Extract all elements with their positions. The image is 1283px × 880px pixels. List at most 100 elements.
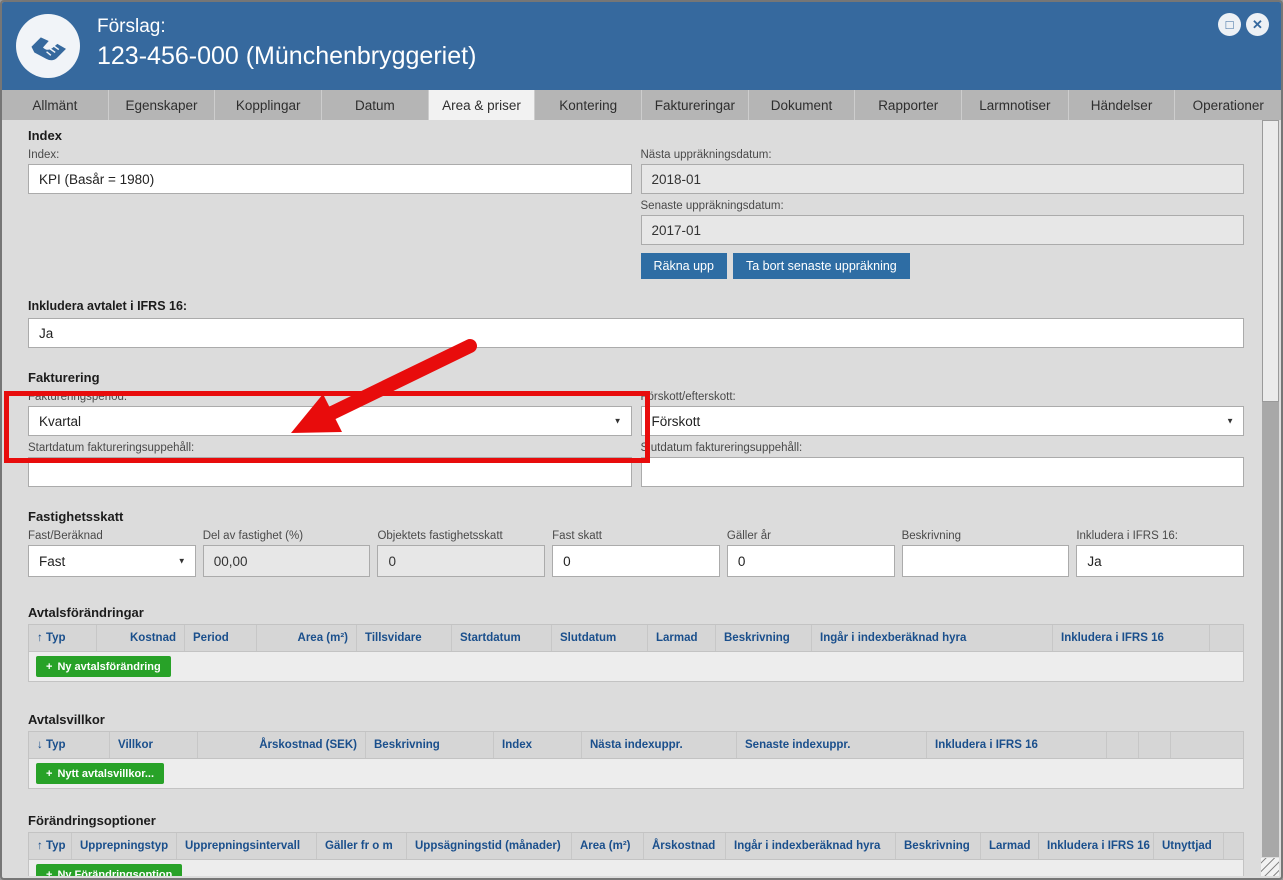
index-label: Index: (28, 149, 60, 161)
avv-col-empty-3 (1170, 732, 1243, 758)
avtalsvillkor-empty-row: + Nytt avtalsvillkor... (29, 759, 1243, 788)
fo-col-area[interactable]: Area (m²) (571, 833, 643, 859)
tab-kontering[interactable]: Kontering (535, 90, 643, 120)
fast-skatt-input[interactable] (552, 545, 720, 577)
galler-ar-label: Gäller år (726, 530, 771, 542)
avtalsvillkor-header-row: ↓ Typ Villkor Årskostnad (SEK) Beskrivni… (29, 732, 1243, 759)
billing-pause-start-label: Startdatum faktureringsuppehåll: (28, 442, 195, 454)
avf-col-typ[interactable]: ↑ Typ (37, 632, 66, 644)
fo-col-utnyttjad[interactable]: Utnyttjad (1153, 833, 1223, 859)
fast-beraknad-select[interactable]: Fast ▼ (28, 545, 196, 577)
chevron-down-icon: ▼ (613, 416, 622, 426)
fo-col-typ[interactable]: ↑ Typ (37, 840, 66, 852)
fo-col-galler-fr-o-m[interactable]: Gäller fr o m (316, 833, 406, 859)
avf-col-slutdatum[interactable]: Slutdatum (551, 625, 647, 651)
fakturering-section-heading: Fakturering (28, 370, 100, 385)
titlebar: Förslag: 123-456-000 (Münchenbryggeriet)… (2, 2, 1281, 90)
chevron-down-icon: ▼ (177, 556, 186, 566)
avf-col-startdatum[interactable]: Startdatum (451, 625, 551, 651)
fo-col-ifrs[interactable]: Inkludera i IFRS 16 (1038, 833, 1153, 859)
fo-col-upprepningstyp[interactable]: Upprepningstyp (71, 833, 176, 859)
maximize-icon[interactable]: □ (1218, 13, 1241, 36)
remove-last-recalc-button[interactable]: Ta bort senaste uppräkning (732, 253, 910, 279)
plus-icon: + (46, 767, 53, 780)
chevron-down-icon: ▼ (1226, 416, 1234, 426)
new-avtalsvillkor-button[interactable]: + Nytt avtalsvillkor... (36, 763, 165, 784)
avtalsforandringar-header-row: ↑ Typ Kostnad Period Area (m²) Tillsvida… (29, 625, 1243, 652)
tab-datum[interactable]: Datum (322, 90, 429, 120)
billing-period-select[interactable]: Kvartal ▼ (28, 406, 632, 436)
beskrivning-label: Beskrivning (901, 530, 962, 542)
new-forandringsoption-label: Ny Förändringsoption (57, 868, 173, 877)
avv-col-typ[interactable]: ↓ Typ (37, 739, 66, 751)
vertical-scrollbar[interactable] (1262, 120, 1279, 857)
title-contract: 123-456-000 (Münchenbryggeriet) (97, 42, 477, 70)
recalculate-button[interactable]: Räkna upp (640, 253, 727, 279)
fo-col-arskostnad[interactable]: Årskostnad (643, 833, 725, 859)
tab-operationer[interactable]: Operationer (1175, 90, 1281, 120)
beskrivning-input[interactable] (901, 545, 1070, 577)
tab-larmnotiser[interactable]: Larmnotiser (962, 90, 1069, 120)
inkludera-ifrs-input[interactable] (1076, 545, 1245, 577)
tab-faktureringar[interactable]: Faktureringar (642, 90, 749, 120)
tab-dokument[interactable]: Dokument (748, 90, 856, 120)
advance-arrears-select[interactable]: Förskott ▼ (640, 406, 1244, 436)
inkludera-ifrs-label: Inkludera i IFRS 16: (1076, 530, 1178, 542)
fastighetsskatt-section-heading: Fastighetsskatt (28, 509, 124, 524)
tab-handelser[interactable]: Händelser (1068, 90, 1176, 120)
fo-col-uppsagningstid[interactable]: Uppsägningstid (månader) (406, 833, 571, 859)
fo-col-indexhyra[interactable]: Ingår i indexberäknad hyra (725, 833, 895, 859)
avtalsforandringar-table: ↑ Typ Kostnad Period Area (m²) Tillsvida… (28, 624, 1244, 682)
plus-icon: + (46, 868, 53, 877)
avf-col-period[interactable]: Period (184, 625, 256, 651)
avv-col-villkor[interactable]: Villkor (109, 732, 197, 758)
galler-ar-input[interactable] (726, 545, 895, 577)
window-resize-grip[interactable] (1261, 858, 1279, 876)
close-icon[interactable]: ✕ (1246, 13, 1269, 36)
billing-pause-start-input[interactable] (28, 457, 632, 487)
avv-col-arskostnad[interactable]: Årskostnad (SEK) (197, 732, 365, 758)
new-avtalsforandring-label: Ny avtalsförändring (57, 660, 161, 673)
billing-pause-end-input[interactable] (640, 457, 1244, 487)
handshake-icon (16, 14, 80, 78)
fo-col-empty (1223, 833, 1243, 859)
title-type: Förslag: (97, 16, 166, 37)
new-avtalsforandring-button[interactable]: + Ny avtalsförändring (36, 656, 171, 677)
avf-col-area[interactable]: Area (m²) (256, 625, 356, 651)
forandringsoptioner-header-row: ↑ Typ Upprepningstyp Upprepningsinterval… (29, 833, 1243, 860)
index-section-heading: Index (28, 128, 62, 143)
fo-col-beskrivning[interactable]: Beskrivning (895, 833, 980, 859)
scrollbar-thumb[interactable] (1262, 120, 1279, 402)
avv-col-beskrivning[interactable]: Beskrivning (365, 732, 493, 758)
avv-col-nasta-indexuppr[interactable]: Nästa indexuppr. (581, 732, 736, 758)
tab-egenskaper[interactable]: Egenskaper (108, 90, 216, 120)
forandringsoptioner-empty-row: + Ny Förändringsoption (29, 860, 1243, 876)
avtalsvillkor-table: ↓ Typ Villkor Årskostnad (SEK) Beskrivni… (28, 731, 1244, 789)
forandringsoptioner-heading: Förändringsoptioner (28, 813, 156, 828)
index-input[interactable] (28, 164, 632, 194)
avf-col-empty (1209, 625, 1243, 651)
avf-col-kostnad[interactable]: Kostnad (96, 625, 184, 651)
avf-col-larmad[interactable]: Larmad (647, 625, 715, 651)
tab-allmant[interactable]: Allmänt (2, 90, 109, 120)
fast-beraknad-label: Fast/Beräknad (28, 530, 103, 542)
avf-col-indexhyra[interactable]: Ingår i indexberäknad hyra (811, 625, 1052, 651)
avv-col-index[interactable]: Index (493, 732, 581, 758)
avv-col-empty-2 (1138, 732, 1170, 758)
avv-col-empty-1 (1106, 732, 1138, 758)
avtalsforandringar-heading: Avtalsförändringar (28, 605, 144, 620)
tab-kopplingar[interactable]: Kopplingar (215, 90, 323, 120)
new-forandringsoption-button[interactable]: + Ny Förändringsoption (36, 864, 183, 877)
avf-col-beskrivning[interactable]: Beskrivning (715, 625, 811, 651)
fo-col-larmad[interactable]: Larmad (980, 833, 1038, 859)
avf-col-ifrs[interactable]: Inkludera i IFRS 16 (1052, 625, 1209, 651)
ifrs-include-input[interactable] (28, 318, 1244, 348)
avv-col-senaste-indexuppr[interactable]: Senaste indexuppr. (736, 732, 926, 758)
avv-col-ifrs[interactable]: Inkludera i IFRS 16 (926, 732, 1106, 758)
del-av-fastighet-input (202, 545, 371, 577)
tab-area-priser[interactable]: Area & priser (428, 90, 536, 120)
tab-rapporter[interactable]: Rapporter (855, 90, 963, 120)
fo-col-upprepningsintervall[interactable]: Upprepningsintervall (176, 833, 316, 859)
avf-col-tillsvidare[interactable]: Tillsvidare (356, 625, 451, 651)
billing-period-label: Faktureringsperiod: (28, 391, 128, 403)
